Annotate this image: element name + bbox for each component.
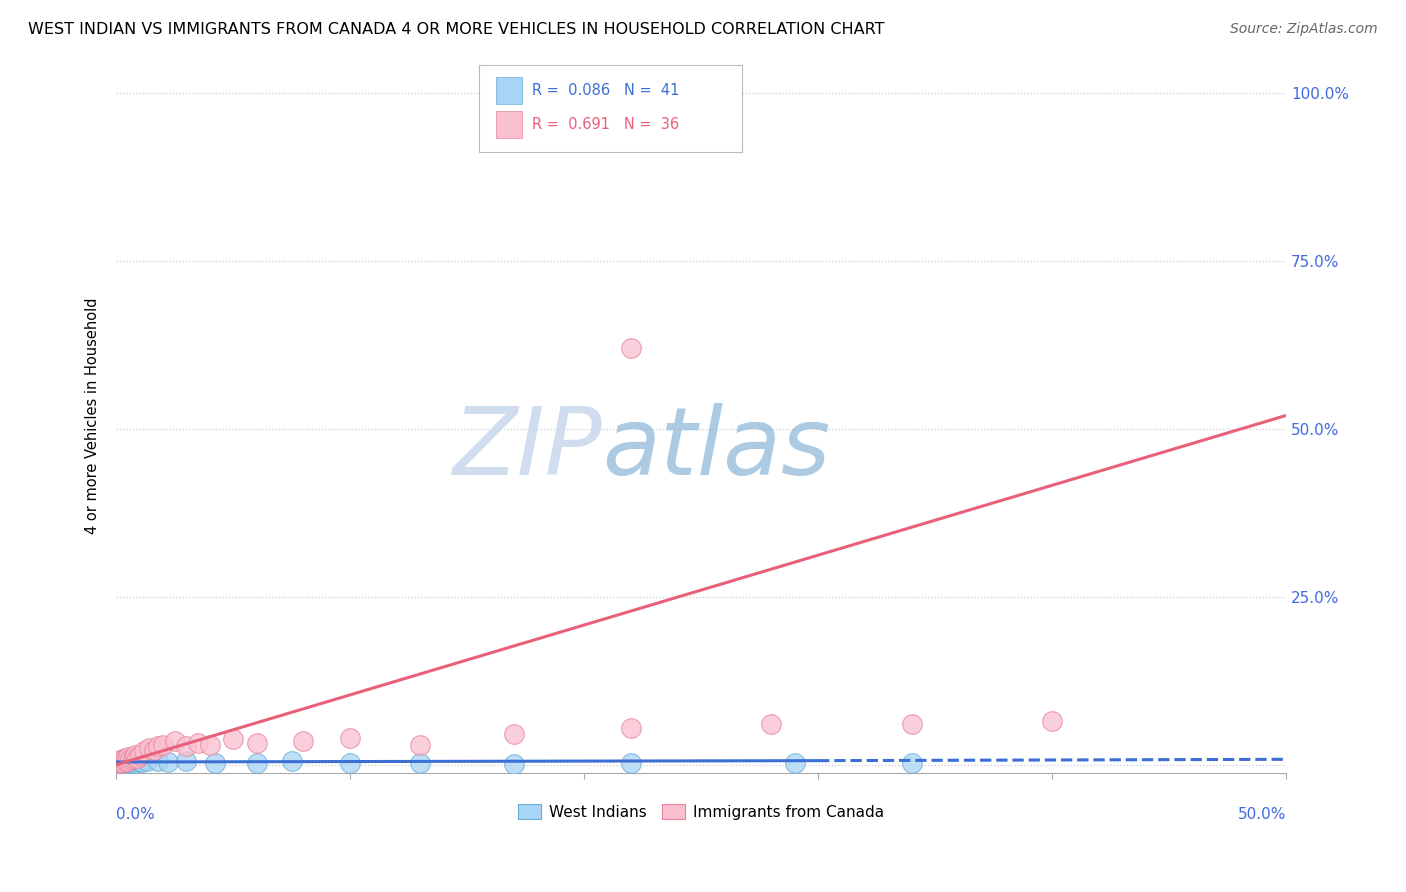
- Point: [110, 756, 132, 771]
- Y-axis label: 4 or more Vehicles in Household: 4 or more Vehicles in Household: [86, 298, 100, 534]
- Point: [127, 754, 149, 768]
- Point: [107, 756, 129, 771]
- Point: [198, 738, 221, 752]
- Point: [134, 744, 156, 758]
- Point: [246, 756, 269, 770]
- Point: [114, 755, 136, 769]
- Text: ZIP: ZIP: [453, 403, 602, 494]
- Point: [107, 757, 129, 772]
- Point: [187, 736, 209, 750]
- Point: [112, 756, 135, 770]
- Point: [127, 751, 149, 765]
- Text: WEST INDIAN VS IMMIGRANTS FROM CANADA 4 OR MORE VEHICLES IN HOUSEHOLD CORRELATIO: WEST INDIAN VS IMMIGRANTS FROM CANADA 4 …: [28, 22, 884, 37]
- Point: [112, 752, 135, 766]
- Point: [131, 755, 153, 769]
- Point: [761, 717, 783, 731]
- Point: [117, 754, 139, 768]
- Text: R =  0.086   N =  41: R = 0.086 N = 41: [531, 83, 679, 98]
- Point: [128, 747, 150, 762]
- Point: [110, 754, 132, 768]
- Point: [121, 755, 143, 769]
- Point: [900, 717, 922, 731]
- Point: [124, 747, 146, 762]
- Point: [121, 751, 143, 765]
- Point: [120, 753, 142, 767]
- Point: [204, 756, 226, 770]
- Point: [117, 757, 139, 772]
- Point: [112, 755, 135, 769]
- Point: [620, 721, 643, 735]
- Point: [152, 738, 174, 752]
- Point: [176, 754, 198, 768]
- Text: 0.0%: 0.0%: [117, 807, 155, 822]
- Point: [110, 756, 132, 770]
- FancyBboxPatch shape: [496, 111, 522, 138]
- Point: [783, 756, 806, 770]
- Point: [148, 739, 170, 753]
- Point: [1040, 714, 1063, 728]
- Point: [112, 751, 135, 765]
- Point: [176, 739, 198, 753]
- Point: [503, 727, 526, 741]
- Point: [114, 751, 136, 765]
- Point: [124, 752, 146, 766]
- Text: atlas: atlas: [602, 403, 830, 494]
- Point: [222, 732, 245, 747]
- Point: [124, 756, 146, 770]
- Point: [142, 743, 165, 757]
- Point: [120, 752, 142, 766]
- Point: [503, 757, 526, 772]
- Point: [110, 757, 132, 772]
- Point: [292, 734, 315, 748]
- Point: [900, 756, 922, 771]
- Point: [620, 342, 643, 356]
- Point: [148, 754, 170, 768]
- Text: R =  0.691   N =  36: R = 0.691 N = 36: [531, 117, 679, 132]
- Point: [156, 755, 179, 769]
- Point: [117, 751, 139, 765]
- Point: [280, 754, 302, 768]
- Point: [107, 754, 129, 768]
- Text: Source: ZipAtlas.com: Source: ZipAtlas.com: [1230, 22, 1378, 37]
- Point: [112, 757, 135, 772]
- Point: [128, 754, 150, 768]
- Point: [339, 731, 361, 745]
- Point: [114, 756, 136, 771]
- Point: [112, 754, 135, 768]
- Point: [141, 745, 163, 759]
- Legend: West Indians, Immigrants from Canada: West Indians, Immigrants from Canada: [512, 797, 890, 826]
- Point: [120, 754, 142, 768]
- Point: [246, 736, 269, 750]
- Point: [163, 734, 186, 748]
- Point: [409, 756, 432, 770]
- Point: [339, 756, 361, 771]
- Point: [110, 755, 132, 769]
- Point: [409, 738, 432, 752]
- FancyBboxPatch shape: [496, 77, 522, 103]
- Point: [117, 756, 139, 770]
- Point: [135, 754, 157, 768]
- Point: [107, 756, 129, 770]
- Point: [114, 754, 136, 768]
- Point: [120, 756, 142, 771]
- FancyBboxPatch shape: [479, 65, 742, 153]
- Text: 50.0%: 50.0%: [1237, 807, 1286, 822]
- Point: [117, 754, 139, 768]
- Point: [138, 740, 160, 755]
- Point: [114, 753, 136, 767]
- Point: [117, 749, 139, 764]
- Point: [620, 756, 643, 771]
- Point: [124, 749, 146, 764]
- Point: [110, 753, 132, 767]
- Point: [107, 754, 129, 768]
